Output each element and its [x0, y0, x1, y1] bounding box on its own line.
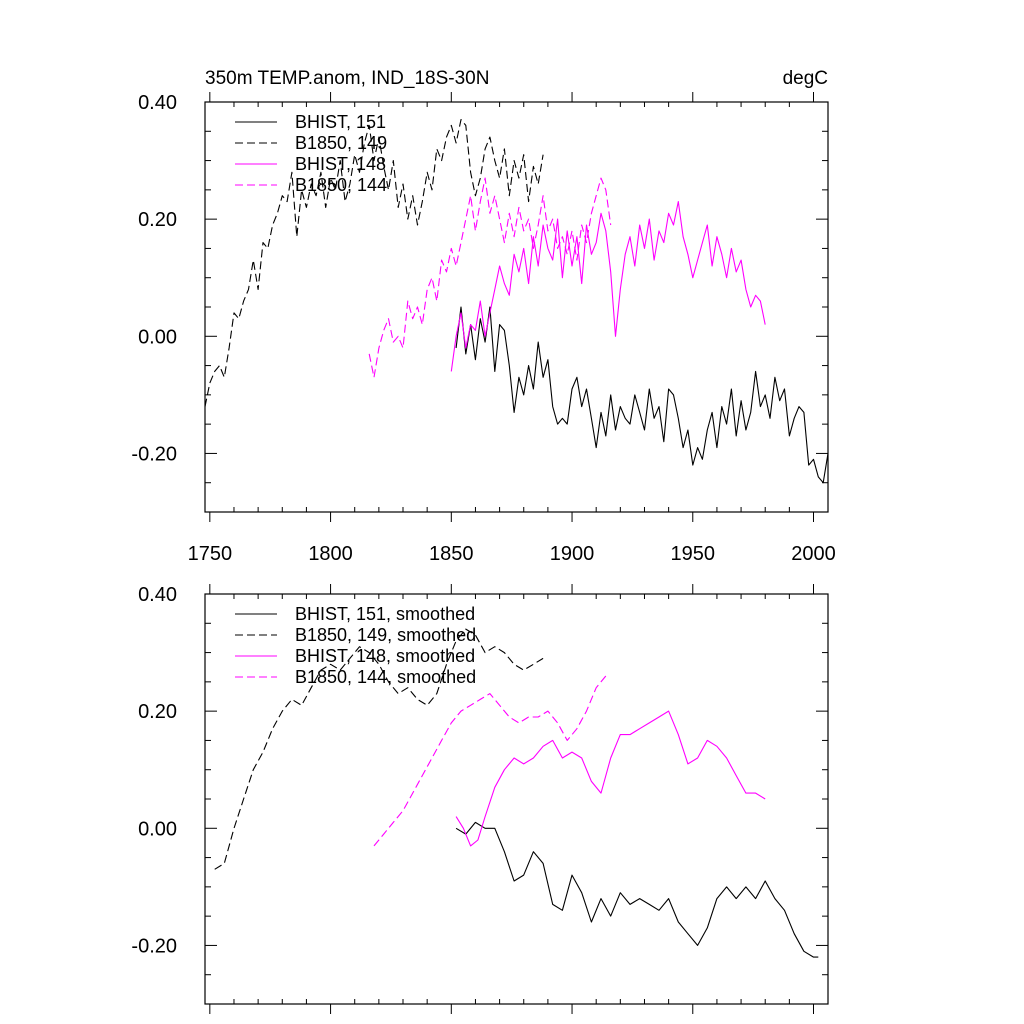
legend-label: B1850, 149, smoothed	[295, 625, 476, 645]
x-tick-label: 2000	[791, 543, 836, 565]
x-tick-label: 1750	[188, 543, 233, 565]
y-tick-label: 0.40	[138, 584, 177, 606]
x-tick-label: 1950	[671, 543, 716, 565]
y-tick-label: 0.40	[138, 92, 177, 114]
legend-label: B1850, 149	[295, 133, 387, 153]
x-tick-label: 1900	[550, 543, 595, 565]
y-tick-label: 0.00	[138, 818, 177, 840]
legend-label: BHIST, 148, smoothed	[295, 646, 475, 666]
y-tick-label: -0.20	[131, 443, 177, 465]
legend-label: BHIST, 151	[295, 112, 386, 132]
y-tick-label: 0.20	[138, 209, 177, 231]
series-line-2	[214, 628, 544, 870]
y-tick-label: -0.20	[131, 935, 177, 957]
legend-label: BHIST, 148	[295, 154, 386, 174]
x-tick-label: 1850	[429, 543, 474, 565]
series-line-3	[455, 710, 766, 847]
y-tick-label: 0.20	[138, 701, 177, 723]
y-tick-label: 0.00	[138, 326, 177, 348]
series-line-1	[455, 821, 819, 958]
units-label: degC	[783, 68, 828, 89]
legend-label: B1850, 144, smoothed	[295, 667, 476, 687]
series-line-4	[368, 177, 612, 378]
legend-label: B1850, 144	[295, 175, 387, 195]
series-line-4	[373, 675, 607, 847]
series-line-3	[450, 201, 766, 372]
legend-label: BHIST, 151, smoothed	[295, 604, 475, 624]
chart-title: 350m TEMP.anom, IND_18S-30N	[205, 68, 489, 89]
series-line-1	[455, 306, 829, 484]
x-tick-label: 1800	[308, 543, 353, 565]
series-line-2	[204, 119, 544, 407]
